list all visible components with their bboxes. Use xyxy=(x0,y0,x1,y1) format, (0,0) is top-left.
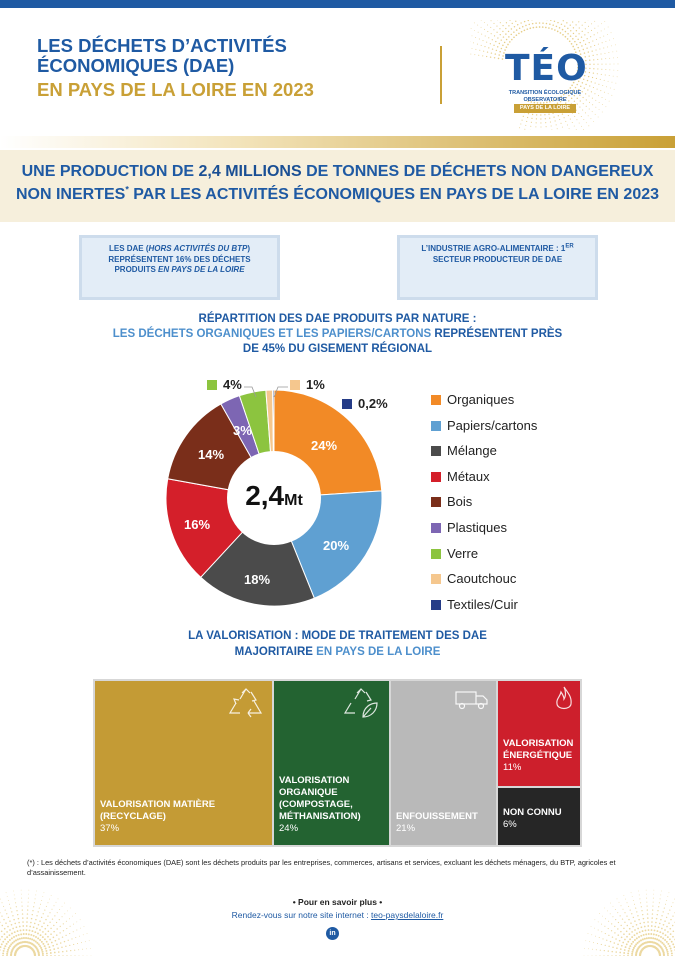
top-bar xyxy=(0,0,675,8)
treemap-recyclage: VALORISATION MATIÈRE (RECYCLAGE) 37% xyxy=(95,681,272,845)
pie-slice-m-lange xyxy=(199,497,315,607)
treemap-label: VALORISATION ÉNERGÉTIQUE xyxy=(503,738,574,761)
treemap-value: 21% xyxy=(396,823,416,834)
flame-icon xyxy=(556,686,572,710)
recycle-icon xyxy=(228,688,263,718)
title-line-1: LES DÉCHETS D’ACTIVITÉS xyxy=(37,35,287,56)
legend-swatch xyxy=(431,471,441,482)
legend-label: Caoutchouc xyxy=(447,571,517,587)
treemap-enfouissement: ENFOUISSEMENT 21% xyxy=(391,681,496,845)
legend-swatch xyxy=(431,523,441,533)
title-line-2: ÉCONOMIQUES (DAE) xyxy=(37,55,235,76)
logo-rays xyxy=(470,20,619,130)
treemap-value: 37% xyxy=(100,823,120,834)
legend-item: Textiles/Cuir xyxy=(431,597,518,615)
pie-section-title: RÉPARTITION DES DAE PRODUITS PAR NATURE … xyxy=(198,313,477,325)
legend-swatch xyxy=(431,497,441,508)
legend-item: Bois xyxy=(431,494,472,512)
legend-item: Métaux xyxy=(431,469,490,487)
pie-chart xyxy=(165,389,383,607)
legend-item: Verre xyxy=(431,546,478,564)
corner-rays-right xyxy=(583,889,675,956)
treemap-label: VALORISATION MATIÈRE (RECYCLAGE) xyxy=(100,799,216,822)
title-line-3: EN PAYS DE LA LOIRE EN 2023 xyxy=(37,79,314,100)
legend-swatch xyxy=(431,548,441,559)
pie-center-hole xyxy=(227,451,321,545)
treemap-value: 6% xyxy=(503,819,517,830)
legend-label: Plastiques xyxy=(447,520,507,535)
legend-swatch xyxy=(431,446,441,457)
pie-center-label: 2,4Mt xyxy=(245,480,303,511)
info-box-agrofood: L’INDUSTRIE AGRO-ALIMENTAIRE : 1ER SECTE… xyxy=(397,235,598,300)
legend-label: Métaux xyxy=(447,468,490,484)
treatment-section-title: LA VALORISATION : MODE DE TRAITEMENT DES… xyxy=(188,630,487,642)
legend-item: Organiques xyxy=(431,392,514,410)
legend-swatch xyxy=(431,420,441,431)
pie-label-papiers: 20% xyxy=(323,538,350,553)
legend-item: Mélange xyxy=(431,443,497,461)
logo-subtitle: TRANSITION ÉCOLOGIQUE OBSERVATOIRE xyxy=(508,90,582,103)
pie-label-textiles: 0,2% xyxy=(342,396,388,411)
website-link[interactable]: teo-paysdelaloire.fr xyxy=(371,910,444,920)
treemap-non-connu: NON CONNU 6% xyxy=(498,788,580,845)
legend-swatch xyxy=(431,599,441,610)
treemap-value: 24% xyxy=(279,823,299,834)
pie-section-subtitle-2: DE 45% DU GISEMENT RÉGIONAL xyxy=(242,343,433,355)
website-line: Rendez-vous sur notre site internet : te… xyxy=(231,910,444,920)
legend-label: Papiers/cartons xyxy=(447,417,538,433)
pie-label-melange: 18% xyxy=(244,572,271,587)
header-divider xyxy=(440,46,442,104)
more-info-heading: • Pour en savoir plus • xyxy=(292,897,383,907)
legend-label: Verre xyxy=(447,545,479,561)
textiles-swatch xyxy=(342,399,352,409)
legend-item: Plastiques xyxy=(431,520,507,538)
treemap-label: NON CONNU xyxy=(503,807,562,818)
legend-label: Textiles/Cuir xyxy=(447,596,518,612)
pie-label-bois: 14% xyxy=(198,447,225,462)
legend-label: Mélange xyxy=(447,443,497,459)
legend-swatch xyxy=(431,574,441,585)
recycle-leaf-icon xyxy=(343,688,378,718)
headline-text: UNE PRODUCTION DE 2,4 MILLIONS DE TONNES… xyxy=(15,163,660,203)
verre-swatch xyxy=(207,380,217,390)
treemap-energetique: VALORISATION ÉNERGÉTIQUE 11% xyxy=(498,681,580,786)
corner-rays-left xyxy=(0,889,92,956)
treatment-section-subtitle: MAJORITAIRE EN PAYS DE LA LOIRE xyxy=(234,646,441,658)
pie-label-plastiques: 3% xyxy=(233,423,252,438)
linkedin-icon[interactable]: in xyxy=(326,927,339,940)
pie-label-metaux: 16% xyxy=(184,517,211,532)
treemap-value: 11% xyxy=(503,762,522,773)
legend-label: Organiques xyxy=(447,392,515,407)
legend-swatch xyxy=(431,395,441,405)
legend-item: Papiers/cartons xyxy=(431,418,537,436)
info-box-dae-share: LES DAE (HORS ACTIVITÉS DU BTP) REPRÉSEN… xyxy=(79,235,280,300)
caoutchouc-swatch xyxy=(290,380,300,390)
treemap-label: ENFOUISSEMENT xyxy=(396,811,478,822)
footnote: (*) : Les déchets d’activités économique… xyxy=(27,858,616,877)
headline-banner xyxy=(0,150,675,222)
pie-section-subtitle: LES DÉCHETS ORGANIQUES ET LES PAPIERS/CA… xyxy=(112,328,563,340)
truck-icon xyxy=(455,691,488,710)
teo-logo: TÉO xyxy=(505,48,588,89)
pie-label-organiques: 24% xyxy=(311,438,338,453)
logo-badge: PAYS DE LA LOIRE xyxy=(514,104,576,113)
page-title: LES DÉCHETS D’ACTIVITÉS ÉCONOMIQUES (DAE… xyxy=(37,36,287,76)
treemap-label: VALORISATION ORGANIQUE (COMPOSTAGE, MÉTH… xyxy=(279,775,361,822)
pie-label-caoutchouc: 1% xyxy=(290,377,325,392)
legend-item: Caoutchouc xyxy=(431,571,516,589)
treemap-organique: VALORISATION ORGANIQUE (COMPOSTAGE, MÉTH… xyxy=(274,681,389,845)
pie-leader-lines xyxy=(244,386,288,398)
gold-divider xyxy=(0,136,675,148)
pie-label-verre: 4% xyxy=(207,377,242,392)
legend-label: Bois xyxy=(447,494,473,510)
